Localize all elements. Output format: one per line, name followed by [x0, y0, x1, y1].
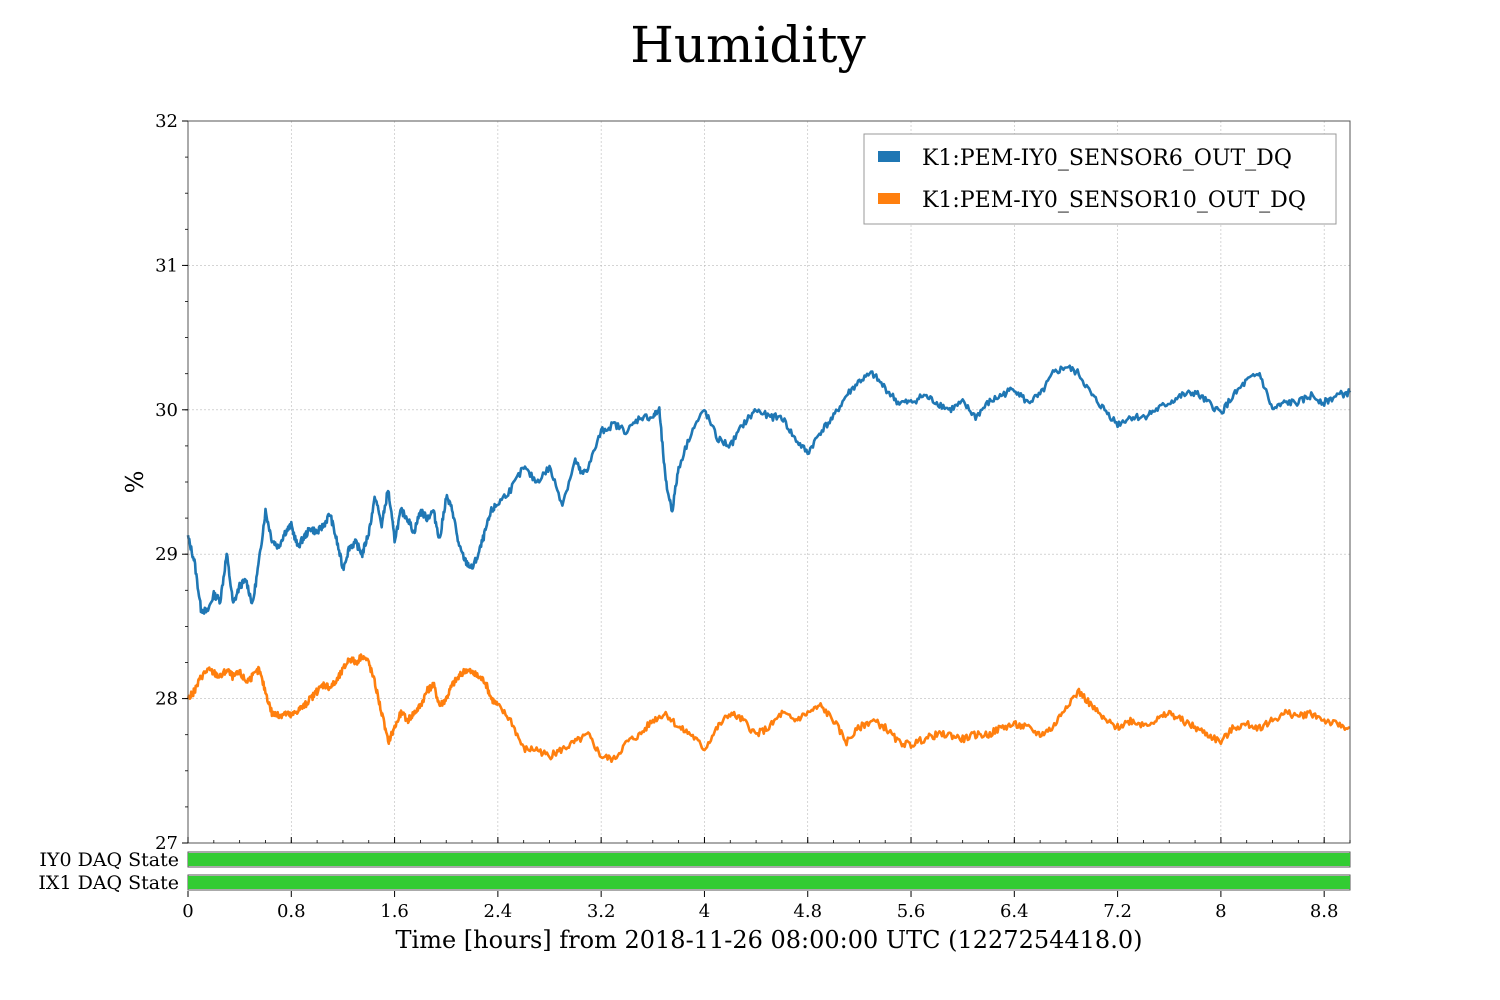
legend-swatch-sensor10	[878, 193, 900, 204]
grid	[188, 121, 1350, 843]
x-tick-label: 0	[182, 901, 193, 922]
y-tick-label: 30	[155, 400, 178, 421]
y-axis: 27 28 29 30 31 32	[155, 111, 188, 854]
x-tick-label: 8.8	[1310, 901, 1339, 922]
x-axis-label: Time [hours] from 2018-11-26 08:00:00 UT…	[396, 926, 1143, 954]
series-line-0	[186, 364, 1352, 615]
x-tick-label: 2.4	[484, 901, 513, 922]
y-tick-label: 32	[155, 111, 178, 132]
y-tick-label: 31	[155, 255, 178, 276]
legend-label-sensor10: K1:PEM-IY0_SENSOR10_OUT_DQ	[922, 188, 1306, 213]
series-layer	[186, 364, 1352, 763]
x-tick-label: 7.2	[1103, 901, 1132, 922]
state-bar-label: IX1 DAQ State	[38, 872, 179, 894]
y-tick-label: 28	[155, 689, 178, 710]
x-axis: 0 0.8 1.6 2.4 3.2 4 4.8 5.6 6.4 7.2 8 8.8	[182, 837, 1351, 922]
x-tick-label: 0.8	[277, 901, 306, 922]
y-axis-label: %	[121, 471, 149, 494]
state-bar-label: IY0 DAQ State	[39, 849, 179, 871]
x-tick-label: 6.4	[1000, 901, 1029, 922]
legend-label-sensor6: K1:PEM-IY0_SENSOR6_OUT_DQ	[922, 146, 1292, 171]
y-tick-label: 29	[155, 544, 178, 565]
state-bar-fill	[188, 876, 1350, 889]
state-bar-fill	[188, 853, 1350, 866]
x-tick-label: 5.6	[897, 901, 926, 922]
legend: K1:PEM-IY0_SENSOR6_OUT_DQ K1:PEM-IY0_SEN…	[863, 133, 1337, 225]
y-tick-label: 27	[155, 833, 178, 854]
series-line-1	[186, 653, 1350, 763]
legend-swatch-sensor6	[878, 151, 900, 162]
x-tick-label: 8	[1215, 901, 1226, 922]
x-tick-label: 3.2	[587, 901, 616, 922]
plot-area-frame	[187, 120, 1351, 844]
x-tick-label: 4.8	[793, 901, 822, 922]
x-tick-label: 1.6	[380, 901, 409, 922]
chart-title: Humidity	[630, 16, 866, 74]
x-tick-label: 4	[699, 901, 710, 922]
legend-frame	[863, 133, 1337, 225]
